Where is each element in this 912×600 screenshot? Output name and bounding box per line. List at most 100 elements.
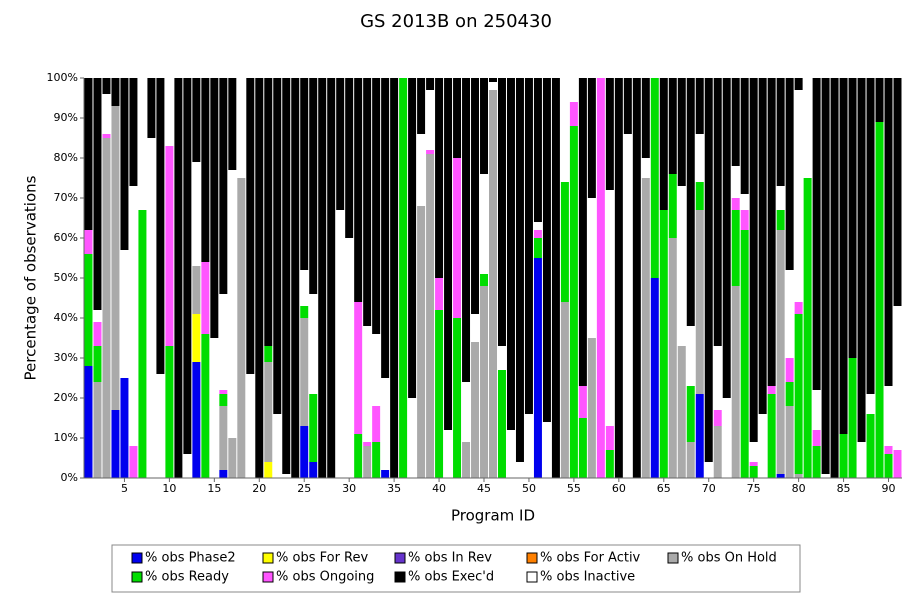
x-axis-label: Program ID bbox=[451, 507, 535, 525]
bar-segment bbox=[300, 318, 309, 426]
bar-segment bbox=[776, 186, 785, 210]
bar-segment bbox=[363, 442, 372, 446]
bar-segment bbox=[426, 90, 435, 150]
bar-segment bbox=[93, 346, 102, 382]
y-tick-label: 80% bbox=[54, 151, 78, 164]
legend-swatch bbox=[394, 571, 406, 583]
bar-segment bbox=[381, 78, 390, 378]
bar-segment bbox=[686, 386, 695, 442]
bar-segment bbox=[174, 78, 183, 478]
bar-segment bbox=[84, 254, 93, 366]
legend-label: % obs Ongoing bbox=[276, 570, 374, 585]
y-tick-label: 40% bbox=[54, 311, 78, 324]
bar-segment bbox=[659, 210, 668, 478]
bar-segment bbox=[228, 170, 237, 438]
legend-label: % obs On Hold bbox=[681, 551, 777, 566]
bar-segment bbox=[776, 210, 785, 230]
bar-segment bbox=[857, 442, 866, 478]
y-tick-label: 50% bbox=[54, 271, 78, 284]
bar-segment bbox=[866, 414, 875, 478]
bar-segment bbox=[524, 78, 533, 414]
bar-segment bbox=[695, 78, 704, 134]
bar-segment bbox=[462, 78, 471, 382]
bar-segment bbox=[560, 78, 569, 182]
bar-segment bbox=[884, 386, 893, 446]
bar-segment bbox=[219, 394, 228, 406]
bar-segment bbox=[650, 78, 659, 278]
bar-segment bbox=[165, 346, 174, 478]
bar-segment bbox=[372, 442, 381, 478]
bar-segment bbox=[686, 78, 695, 326]
bar-segment bbox=[192, 162, 201, 266]
bar-segment bbox=[480, 274, 489, 286]
bar-segment bbox=[695, 182, 704, 210]
bar-segment bbox=[273, 414, 282, 478]
x-tick-label: 65 bbox=[657, 482, 671, 495]
bar-segment bbox=[219, 78, 228, 294]
bar-segment bbox=[453, 158, 462, 318]
bar-segment bbox=[533, 258, 542, 478]
bar-segment bbox=[435, 278, 444, 310]
legend-swatch bbox=[667, 552, 679, 564]
bar-segment bbox=[138, 78, 147, 210]
bar-segment bbox=[767, 386, 776, 394]
bar-segment bbox=[731, 166, 740, 198]
bar-segment bbox=[614, 78, 623, 478]
bar-segment bbox=[354, 302, 363, 434]
bar-segment bbox=[740, 230, 749, 478]
bar-segment bbox=[704, 78, 713, 462]
bar-segment bbox=[650, 278, 659, 478]
bar-segment bbox=[551, 78, 560, 478]
bar-segment bbox=[138, 210, 147, 478]
bar-segment bbox=[587, 78, 596, 198]
x-tick-label: 35 bbox=[387, 482, 401, 495]
bar-segment bbox=[749, 442, 758, 462]
bar-segment bbox=[884, 446, 893, 454]
bar-segment bbox=[569, 102, 578, 126]
x-tick-label: 70 bbox=[702, 482, 716, 495]
bar-segment bbox=[93, 310, 102, 322]
x-tick-label: 80 bbox=[792, 482, 806, 495]
bar-segment bbox=[381, 378, 390, 470]
bar-segment bbox=[354, 78, 363, 302]
bar-segment bbox=[489, 78, 497, 82]
bar-segment bbox=[821, 474, 830, 478]
bar-segment bbox=[695, 210, 704, 394]
bar-segment bbox=[345, 238, 354, 478]
bar-segment bbox=[830, 78, 839, 478]
bar-segment bbox=[794, 78, 803, 90]
bar-segment bbox=[93, 382, 102, 478]
bar-segment bbox=[399, 78, 408, 478]
bar-segment bbox=[668, 174, 677, 238]
bar-segment bbox=[111, 106, 120, 410]
x-tick-label: 60 bbox=[612, 482, 626, 495]
bar-segment bbox=[255, 78, 264, 478]
bar-segment bbox=[282, 474, 291, 478]
bar-segment bbox=[677, 346, 686, 478]
bar-segment bbox=[228, 438, 237, 478]
bar-segment bbox=[147, 138, 156, 478]
bar-segment bbox=[794, 302, 803, 314]
bar-segment bbox=[857, 78, 866, 442]
x-tick-label: 40 bbox=[432, 482, 446, 495]
bar-segment bbox=[812, 430, 821, 446]
bar-segment bbox=[273, 78, 282, 414]
y-tick-label: 30% bbox=[54, 351, 78, 364]
bar-segment bbox=[560, 182, 569, 302]
y-tick-label: 0% bbox=[61, 471, 78, 484]
bar-segment bbox=[129, 446, 138, 478]
bar-segment bbox=[372, 334, 381, 406]
bar-segment bbox=[542, 78, 551, 422]
bar-segment bbox=[731, 78, 740, 166]
y-axis-label: Percentage of observations bbox=[22, 175, 40, 380]
legend-swatch bbox=[131, 571, 143, 583]
bar-segment bbox=[893, 450, 902, 478]
bar-segment bbox=[264, 462, 273, 478]
bar-segment bbox=[219, 470, 228, 478]
x-tick-label: 55 bbox=[567, 482, 581, 495]
bar-segment bbox=[363, 326, 372, 442]
bar-segment bbox=[605, 78, 614, 190]
bar-segment bbox=[785, 382, 794, 406]
legend-swatch bbox=[526, 571, 538, 583]
